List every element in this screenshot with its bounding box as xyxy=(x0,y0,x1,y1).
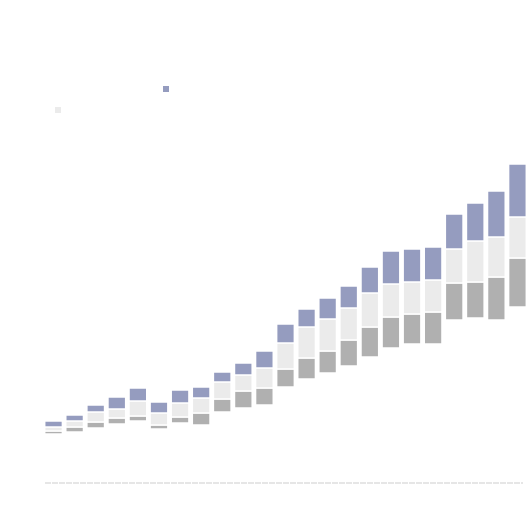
bar-segment xyxy=(254,387,275,406)
bar-segment xyxy=(507,216,528,259)
bar-segment xyxy=(254,350,275,369)
bar-segment xyxy=(486,190,506,238)
bar-segment xyxy=(361,357,379,484)
bar-segment xyxy=(444,248,464,284)
bar-segment xyxy=(360,266,380,294)
bar-segment xyxy=(233,374,253,392)
bar-segment xyxy=(340,366,358,484)
bar-segment xyxy=(381,250,401,285)
bar-segment xyxy=(171,423,189,484)
bar-segment xyxy=(466,318,484,484)
bar-segment xyxy=(45,434,63,484)
bar-segment xyxy=(86,421,106,429)
bar-segment xyxy=(192,425,210,484)
bar-segment xyxy=(170,416,190,424)
bar-segment xyxy=(107,396,127,410)
bar-segment xyxy=(319,373,337,484)
bar-segment xyxy=(275,342,296,370)
bar-segment xyxy=(296,326,317,359)
bar-segment xyxy=(234,408,252,484)
bar-segment xyxy=(339,339,359,367)
bar-segment xyxy=(381,283,401,318)
bar-segment xyxy=(212,398,232,413)
bar-segment xyxy=(507,257,528,308)
bar-segment xyxy=(150,429,168,484)
legend-marker xyxy=(55,107,61,113)
bar-segment xyxy=(507,163,528,218)
bar-segment xyxy=(275,368,296,388)
bar-segment xyxy=(212,381,232,400)
bar-segment xyxy=(445,320,463,484)
bar-segment xyxy=(213,412,231,484)
bar-segment xyxy=(509,307,527,484)
bar-segment xyxy=(256,405,274,484)
bar-segment xyxy=(129,421,147,484)
bar-segment xyxy=(275,323,296,344)
bar-segment xyxy=(296,357,317,380)
bar-segment xyxy=(128,387,148,402)
bar-segment xyxy=(65,420,85,428)
bar-segment xyxy=(424,344,442,484)
bar-segment xyxy=(212,371,232,383)
bar-segment xyxy=(465,281,485,319)
bar-segment xyxy=(107,417,127,425)
bar-segment xyxy=(107,408,127,419)
bar-segment xyxy=(149,401,169,414)
bar-segment xyxy=(108,424,126,484)
bar-segment xyxy=(191,412,211,426)
bar-segment xyxy=(170,389,190,404)
bar-segment xyxy=(233,362,253,376)
bar-segment xyxy=(296,308,317,328)
bar-segment xyxy=(402,248,422,283)
bar-segment xyxy=(486,236,506,278)
bar-segment xyxy=(254,367,275,389)
legend-marker xyxy=(163,86,169,92)
bar-segment xyxy=(465,240,485,283)
bar-segment xyxy=(170,402,190,418)
bar-segment xyxy=(488,320,506,484)
bar-segment xyxy=(444,282,464,321)
bar-segment xyxy=(403,344,421,484)
bar-segment xyxy=(86,404,106,413)
bar-segment xyxy=(339,285,359,309)
bar-segment xyxy=(65,414,85,422)
bar-segment xyxy=(360,326,380,358)
bar-segment xyxy=(339,307,359,341)
bar-segment xyxy=(128,400,148,417)
bar-segment xyxy=(149,412,169,426)
bar-segment xyxy=(444,213,464,250)
bar-segment xyxy=(43,420,64,428)
bar-segment xyxy=(277,387,295,484)
bar-segment xyxy=(318,297,338,320)
bar-segment xyxy=(465,202,485,242)
bar-segment xyxy=(191,397,211,414)
bar-segment xyxy=(486,276,506,321)
bar-segment xyxy=(360,292,380,328)
bar-segment xyxy=(382,348,400,484)
bar-segment xyxy=(402,281,422,315)
bar-segment xyxy=(423,279,443,313)
bar-segment xyxy=(191,386,211,399)
bar-segment xyxy=(423,311,443,345)
bar-segment xyxy=(233,390,253,409)
bar-segment xyxy=(381,316,401,349)
bar-segment xyxy=(402,313,422,345)
bar-segment xyxy=(318,350,338,374)
bar-segment xyxy=(298,379,316,484)
bar-segment xyxy=(66,432,84,484)
bar-segment xyxy=(423,246,443,281)
bar-segment xyxy=(318,318,338,352)
bar-segment xyxy=(86,411,106,423)
bar-segment xyxy=(87,428,105,484)
